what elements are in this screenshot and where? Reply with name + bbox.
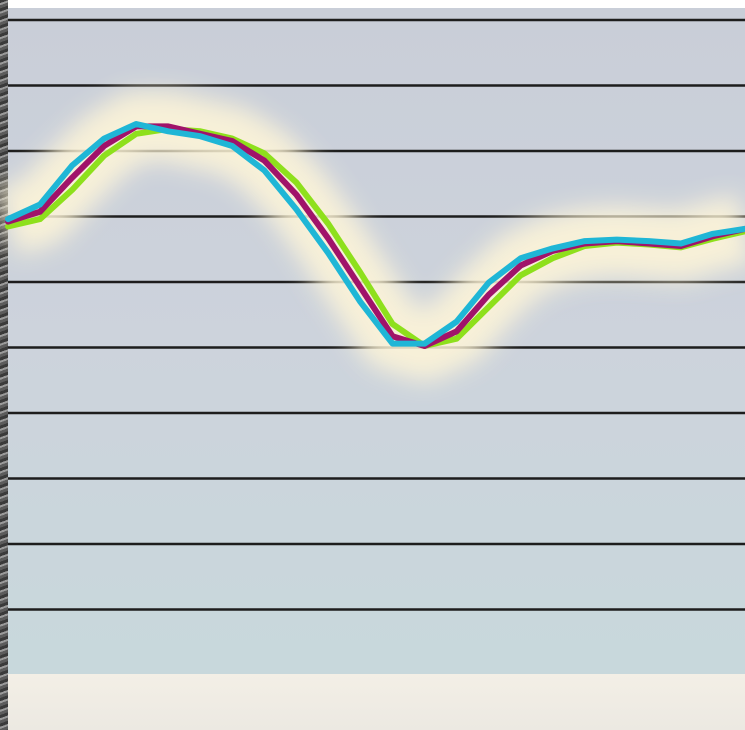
left-edge-strip <box>0 0 8 730</box>
x-axis-strip <box>8 674 745 730</box>
series-lines <box>5 121 745 349</box>
series-line-1 <box>5 121 745 347</box>
